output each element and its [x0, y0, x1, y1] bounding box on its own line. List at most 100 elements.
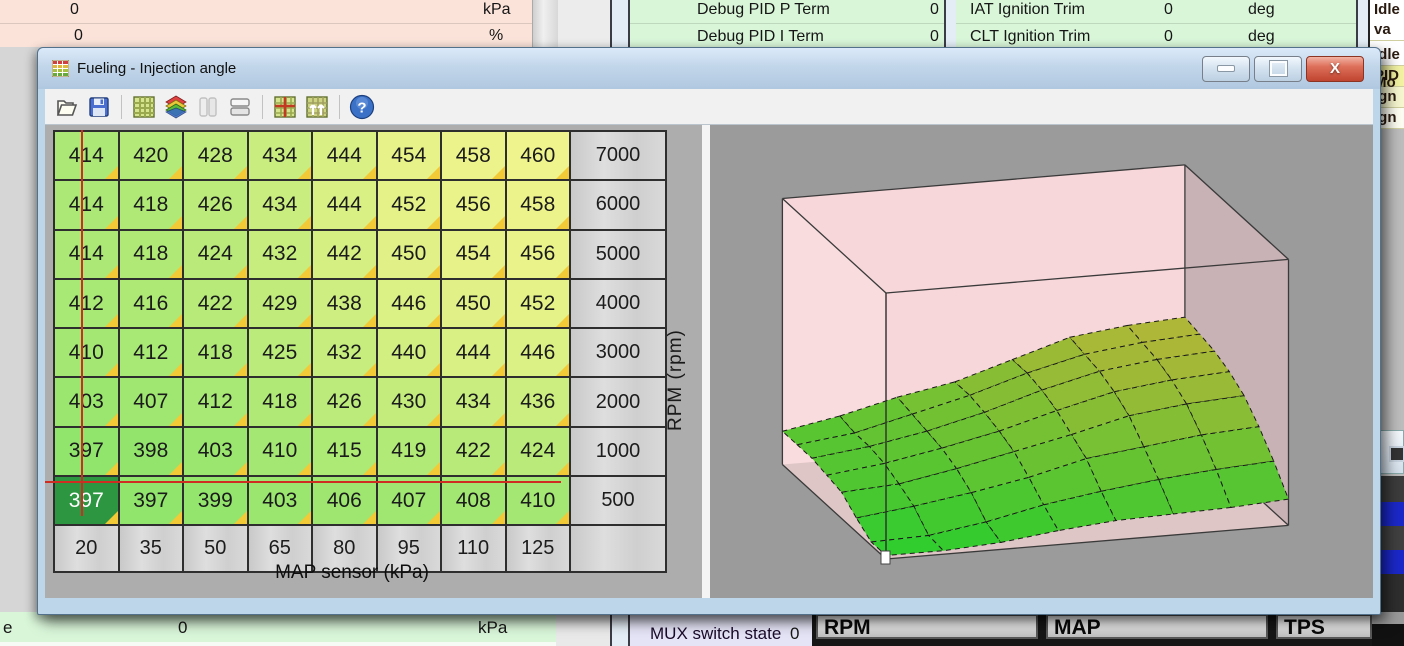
table-cell[interactable]: 454 — [377, 132, 440, 180]
bg-value: 0 — [74, 27, 83, 44]
minimize-button[interactable] — [1202, 55, 1250, 82]
table-cell[interactable]: 403 — [55, 378, 118, 426]
table-cell[interactable]: 420 — [119, 132, 182, 180]
table-cell[interactable]: 403 — [184, 427, 247, 476]
bg-trim-panel: IAT Ignition Trim 0 deg CLT Ignition Tri… — [956, 0, 1356, 47]
table-cell[interactable]: 450 — [377, 230, 440, 278]
bg-list-item[interactable]: Idle va — [1370, 0, 1404, 41]
help-button[interactable]: ? — [348, 93, 376, 121]
table-cell[interactable]: 397 — [55, 427, 118, 476]
table-cell[interactable]: 452 — [506, 279, 569, 328]
table-cell[interactable]: 412 — [184, 378, 247, 426]
table-cell[interactable]: 450 — [442, 279, 505, 328]
table-cell[interactable]: 424 — [506, 427, 569, 476]
selected-cell-marker[interactable] — [880, 550, 891, 565]
cell-modified-triangle-icon — [104, 511, 118, 525]
table-cell[interactable]: 444 — [313, 181, 376, 229]
table-cell[interactable]: 412 — [55, 279, 118, 328]
table-cell[interactable]: 434 — [248, 181, 311, 229]
table-cell[interactable]: 408 — [442, 477, 505, 525]
table-cell[interactable]: 452 — [377, 181, 440, 229]
cell-modified-triangle-icon — [233, 462, 247, 476]
table-increment-button[interactable] — [303, 93, 331, 121]
table-cell[interactable]: 458 — [506, 181, 569, 229]
table-cell[interactable]: 438 — [313, 279, 376, 328]
bg-scrollbar[interactable] — [532, 0, 559, 47]
table-cell[interactable]: 454 — [442, 230, 505, 278]
table-cell[interactable]: 414 — [55, 230, 118, 278]
cell-modified-triangle-icon — [233, 412, 247, 426]
table-cell[interactable]: 456 — [442, 181, 505, 229]
surface-cell — [1200, 426, 1275, 470]
table-cell[interactable]: 440 — [377, 329, 440, 377]
table-view-button[interactable] — [130, 93, 158, 121]
table-cell[interactable]: 432 — [313, 329, 376, 377]
split-horizontal-button[interactable] — [226, 93, 254, 121]
cell-modified-triangle-icon — [362, 215, 376, 229]
table-cell[interactable]: 434 — [248, 132, 311, 180]
surface-3d-view-button[interactable] — [162, 93, 190, 121]
rpm-row-header: 5000 — [571, 230, 665, 278]
table-cell[interactable]: 419 — [377, 427, 440, 476]
table-cell[interactable]: 429 — [248, 279, 311, 328]
surface-cell — [796, 432, 871, 459]
box-edge — [781, 198, 887, 294]
table-cell[interactable]: 416 — [119, 279, 182, 328]
bg-channel-name: Debug PID I Term — [697, 28, 824, 45]
table-cell[interactable]: 399 — [184, 477, 247, 525]
save-button[interactable] — [85, 93, 113, 121]
table-cell[interactable]: 428 — [184, 132, 247, 180]
close-button[interactable]: X — [1306, 55, 1364, 82]
table-cell[interactable]: 446 — [506, 329, 569, 377]
cell-modified-triangle-icon — [169, 363, 182, 377]
table-cell[interactable]: 456 — [506, 230, 569, 278]
table-cell[interactable]: 397 — [119, 477, 182, 525]
surface-3d-icon — [165, 95, 187, 118]
table-cell[interactable]: 442 — [313, 230, 376, 278]
table-cell[interactable]: 414 — [55, 181, 118, 229]
restore-button[interactable] — [1254, 55, 1302, 82]
table-cell[interactable]: 432 — [248, 230, 311, 278]
table-cell[interactable]: 422 — [442, 427, 505, 476]
title-bar[interactable]: Fueling - Injection angle X — [38, 48, 1380, 89]
surface-plot-panel[interactable] — [710, 125, 1373, 598]
table-cell[interactable]: 422 — [184, 279, 247, 328]
table-cell[interactable]: 424 — [184, 230, 247, 278]
table-cell[interactable]: 403 — [248, 477, 311, 525]
table-cell[interactable]: 418 — [248, 378, 311, 426]
surface-3d-plot[interactable] — [710, 125, 1373, 598]
table-crosshair-button[interactable] — [271, 93, 299, 121]
table-cell[interactable]: 407 — [119, 378, 182, 426]
table-cell[interactable]: 444 — [442, 329, 505, 377]
table-cell[interactable]: 425 — [248, 329, 311, 377]
open-file-button[interactable] — [53, 93, 81, 121]
map-col-header: 95 — [377, 526, 440, 572]
table-cell[interactable]: 410 — [506, 477, 569, 525]
table-cell[interactable]: 458 — [442, 132, 505, 180]
bg-row: IAT Ignition Trim 0 deg — [956, 0, 1356, 24]
table-cell[interactable]: 412 — [119, 329, 182, 377]
table-cell[interactable]: 410 — [248, 427, 311, 476]
panel-separator[interactable] — [702, 125, 710, 598]
table-cell[interactable]: 446 — [377, 279, 440, 328]
table-cell[interactable]: 418 — [119, 181, 182, 229]
split-vertical-button[interactable] — [194, 93, 222, 121]
table-cell[interactable]: 444 — [313, 132, 376, 180]
table-cell[interactable]: 406 — [313, 477, 376, 525]
table-cell[interactable]: 436 — [506, 378, 569, 426]
table-cell[interactable]: 415 — [313, 427, 376, 476]
table-cell[interactable]: 410 — [55, 329, 118, 377]
table-cell[interactable]: 460 — [506, 132, 569, 180]
table-cell[interactable]: 398 — [119, 427, 182, 476]
table-cell[interactable]: 418 — [184, 329, 247, 377]
table-cell[interactable]: 426 — [184, 181, 247, 229]
table-cell[interactable]: 434 — [442, 378, 505, 426]
table-cell[interactable]: 418 — [119, 230, 182, 278]
table-cell[interactable]: 397 — [55, 477, 118, 525]
cell-modified-triangle-icon — [427, 412, 440, 426]
table-cell[interactable]: 426 — [313, 378, 376, 426]
table-cell[interactable]: 414 — [55, 132, 118, 180]
table-cell[interactable]: 407 — [377, 477, 440, 525]
table-cell[interactable]: 430 — [377, 378, 440, 426]
bg-unit: kPa — [478, 618, 508, 637]
